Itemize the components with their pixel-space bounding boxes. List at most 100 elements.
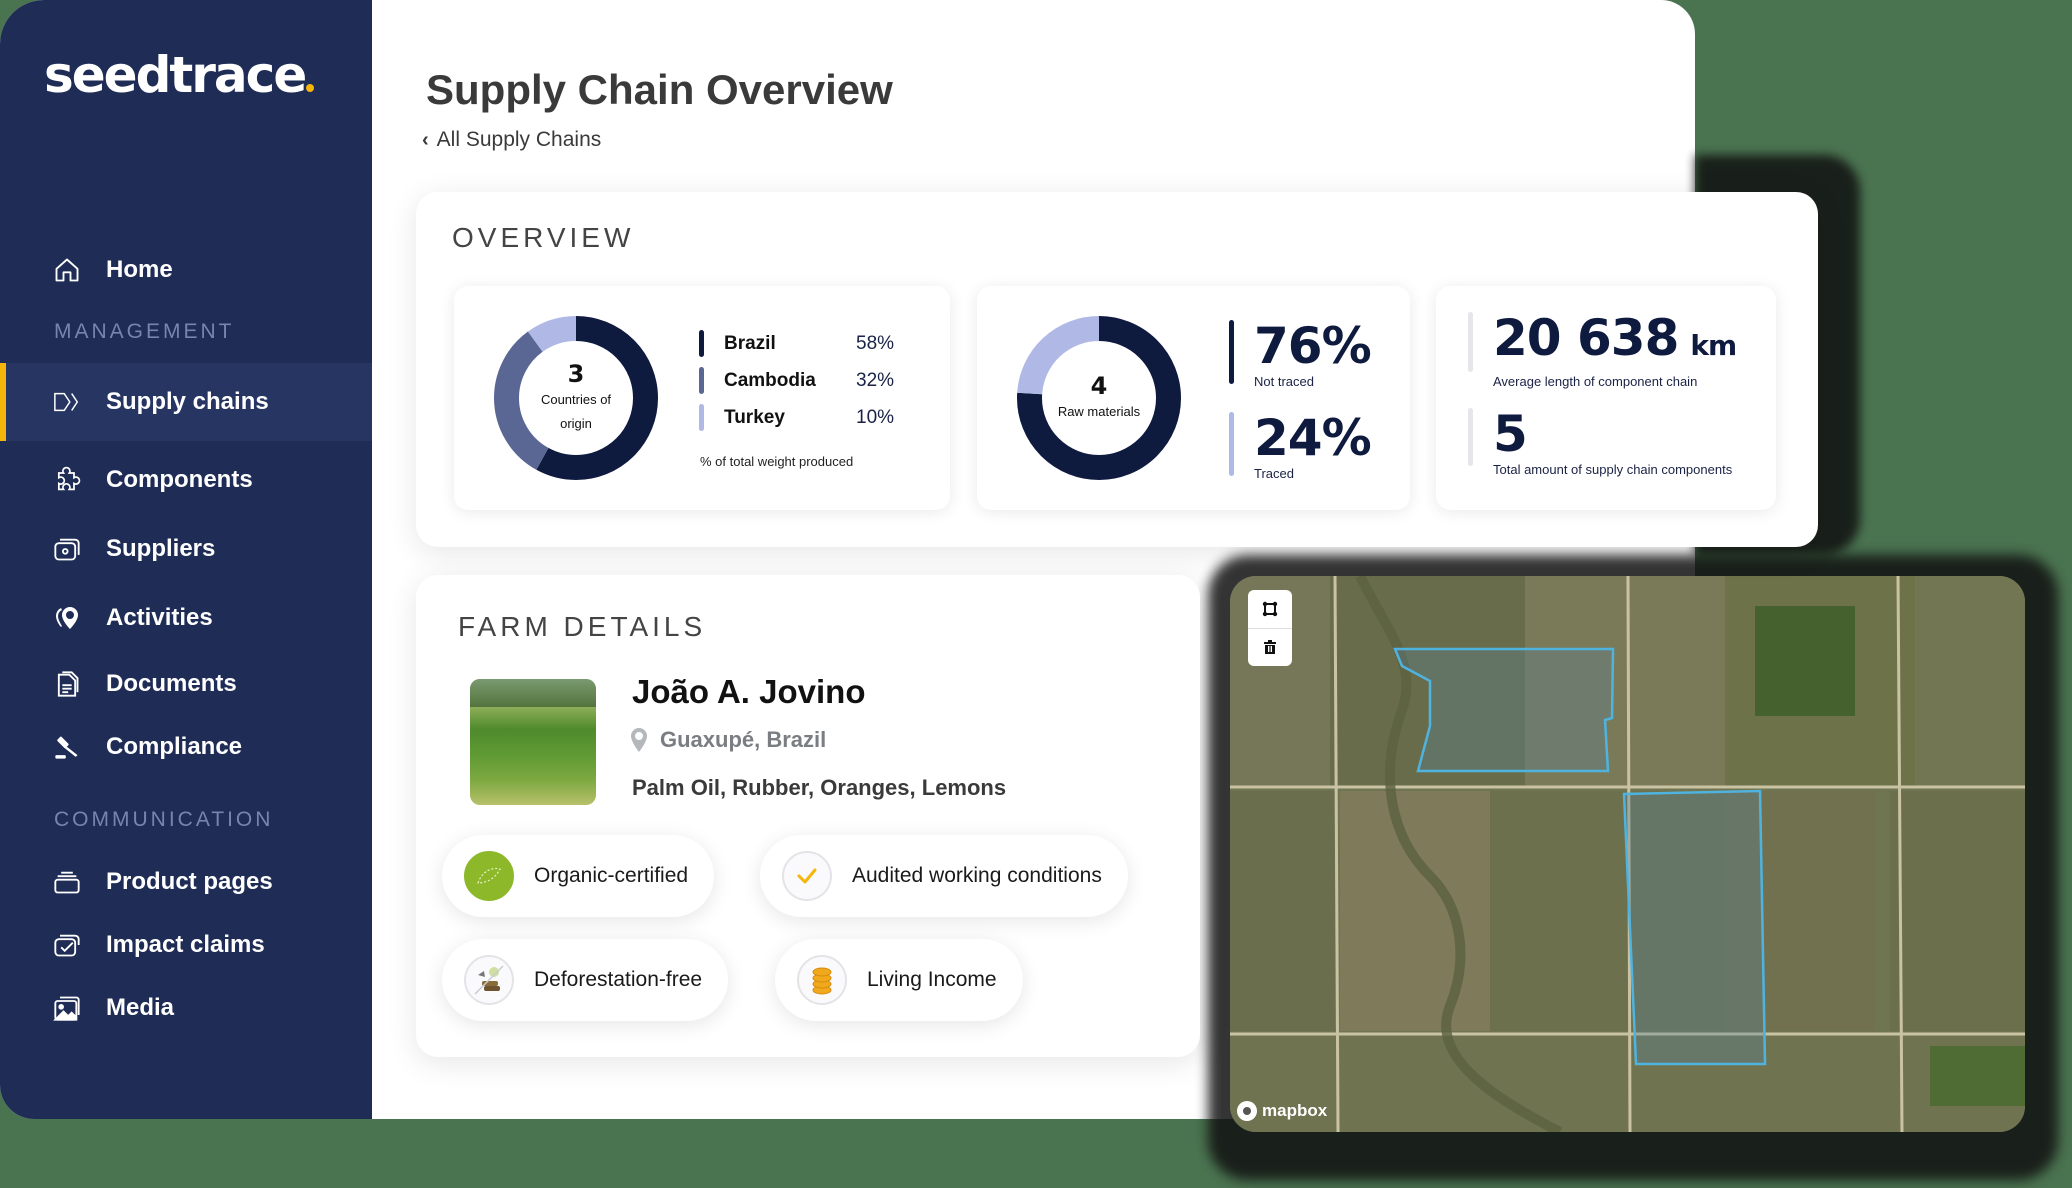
legend-name: Turkey <box>724 406 785 428</box>
legend-row-brazil: Brazil 58% <box>699 330 899 357</box>
legend-name: Brazil <box>724 332 776 354</box>
supply-chains-icon <box>52 387 82 417</box>
farm-crops: Palm Oil, Rubber, Oranges, Lemons <box>632 775 1007 800</box>
sidebar-item-documents[interactable]: Documents <box>0 654 372 714</box>
draw-polygon-icon <box>1262 601 1278 616</box>
farm-location: Guaxupé, Brazil <box>630 727 826 753</box>
components-count-label: Total amount of supply chain components <box>1493 462 1733 477</box>
chain-length-value: 20 638 <box>1493 309 1679 367</box>
farm-details-heading: FARM DETAILS <box>458 611 707 642</box>
mapbox-attribution[interactable]: mapbox <box>1236 1100 1327 1122</box>
overview-heading: OVERVIEW <box>452 222 635 253</box>
sidebar-item-compliance[interactable]: Compliance <box>0 717 372 777</box>
suppliers-icon <box>52 534 82 564</box>
sidebar-item-label: Product pages <box>106 868 273 895</box>
draw-polygon-button[interactable] <box>1248 590 1292 628</box>
not-traced-stat: 76% Not traced <box>1229 317 1372 389</box>
chain-length-stat: 20 638 km Average length of component cha… <box>1468 309 1737 389</box>
sidebar-item-label: Activities <box>106 604 213 631</box>
countries-donut-chart: 3 Countries of origin <box>494 316 658 480</box>
chain-length-label: Average length of component chain <box>1493 374 1698 389</box>
sidebar-item-product-pages[interactable]: Product pages <box>0 852 372 912</box>
claim-label: Deforestation-free <box>534 968 703 991</box>
legend-row-cambodia: Cambodia 32% <box>699 367 899 394</box>
gavel-icon <box>52 732 82 762</box>
map-draw-toolbar <box>1248 590 1292 666</box>
farm-location-text: Guaxupé, Brazil <box>660 727 827 752</box>
components-count-value: 5 <box>1493 405 1528 463</box>
satellite-imagery <box>1230 576 2025 1132</box>
claim-living-income[interactable]: Living Income <box>775 939 1023 1021</box>
legend-row-turkey: Turkey 10% <box>699 404 899 431</box>
sidebar-item-label: Components <box>106 466 253 493</box>
logo-text: seedtrace <box>44 46 307 104</box>
section-label-management: MANAGEMENT <box>54 320 235 343</box>
raw-materials-card: 4 Raw materials 76% Not traced 24% Trace… <box>977 286 1410 510</box>
legend-name: Cambodia <box>724 369 816 391</box>
not-traced-label: Not traced <box>1254 374 1314 389</box>
satellite-map[interactable]: mapbox <box>1230 576 2025 1132</box>
checkmark-icon <box>782 851 832 901</box>
claim-deforestation-free[interactable]: Deforestation-free <box>442 939 729 1021</box>
chevron-left-icon: ‹ <box>422 128 429 151</box>
product-pages-icon <box>52 867 82 897</box>
claim-audited-working-conditions[interactable]: Audited working conditions <box>760 835 1128 917</box>
section-label-communication: COMMUNICATION <box>54 808 274 831</box>
legend-swatch <box>699 330 704 357</box>
sidebar-item-impact-claims[interactable]: Impact claims <box>0 915 372 975</box>
location-pin-icon <box>631 728 647 752</box>
page-title: Supply Chain Overview <box>426 66 893 113</box>
sidebar-item-supply-chains[interactable]: Supply chains <box>0 363 372 441</box>
documents-icon <box>52 669 82 699</box>
chain-stats-card: 20 638 km Average length of component cha… <box>1436 286 1776 510</box>
seedtrace-logo[interactable]: seedtrace <box>44 46 315 104</box>
claim-label: Audited working conditions <box>852 864 1102 887</box>
countries-count: 3 <box>567 360 585 388</box>
raw-materials-count: 4 <box>1090 372 1108 400</box>
image-icon <box>52 993 82 1023</box>
delete-polygon-button[interactable] <box>1248 627 1292 667</box>
sidebar-item-label: Home <box>106 256 173 283</box>
legend-swatch <box>699 367 704 394</box>
legend-swatch <box>699 404 704 431</box>
claim-organic-certified[interactable]: Organic-certified <box>442 835 715 917</box>
puzzle-icon <box>52 465 82 495</box>
sidebar-item-label: Suppliers <box>106 535 216 562</box>
farm-owner-name: João A. Jovino <box>632 673 866 710</box>
traced-bar <box>1229 412 1234 476</box>
legend-note: % of total weight produced <box>700 454 854 469</box>
raw-materials-donut-chart: 4 Raw materials <box>1017 316 1181 480</box>
overview-card: OVERVIEW 3 Countries of origin Brazil 58… <box>416 192 1818 547</box>
no-logging-icon <box>464 955 514 1005</box>
back-to-all-supply-chains-link[interactable]: ‹ All Supply Chains <box>422 128 601 152</box>
sidebar-item-home[interactable]: Home <box>0 240 372 300</box>
home-icon <box>52 255 82 285</box>
sidebar-item-label: Media <box>106 994 175 1021</box>
mapbox-logo-icon <box>1237 1101 1257 1121</box>
sidebar-item-activities[interactable]: Activities <box>0 588 372 648</box>
trash-icon <box>1264 640 1276 655</box>
sidebar-item-suppliers[interactable]: Suppliers <box>0 519 372 579</box>
chain-length-unit: km <box>1690 329 1737 362</box>
claim-label: Organic-certified <box>534 864 689 887</box>
claim-label: Living Income <box>867 968 997 991</box>
sidebar-item-components[interactable]: Components <box>0 450 372 510</box>
traced-value: 24% <box>1254 409 1372 467</box>
check-card-icon <box>52 930 82 960</box>
sidebar: seedtrace Home MANAGEMENT Supply chains … <box>0 0 372 1119</box>
traced-label: Traced <box>1254 466 1294 481</box>
countries-label: Countries of origin <box>540 392 612 431</box>
stat-divider <box>1468 312 1473 372</box>
sidebar-item-label: Documents <box>106 670 237 697</box>
breadcrumb-label: All Supply Chains <box>436 128 602 151</box>
farm-photo <box>470 679 596 805</box>
countries-of-origin-card: 3 Countries of origin Brazil 58% Cambodi… <box>454 286 950 510</box>
mapbox-text: mapbox <box>1262 1101 1328 1120</box>
legend-pct: 10% <box>856 406 895 428</box>
location-pin-icon <box>52 603 82 633</box>
not-traced-value: 76% <box>1254 317 1372 375</box>
sidebar-item-label: Compliance <box>106 733 243 760</box>
legend-pct: 32% <box>856 369 895 391</box>
sidebar-item-media[interactable]: Media <box>0 978 372 1038</box>
farm-details-card: FARM DETAILS João A. Jovino Guaxupé, Bra… <box>416 575 1200 1057</box>
